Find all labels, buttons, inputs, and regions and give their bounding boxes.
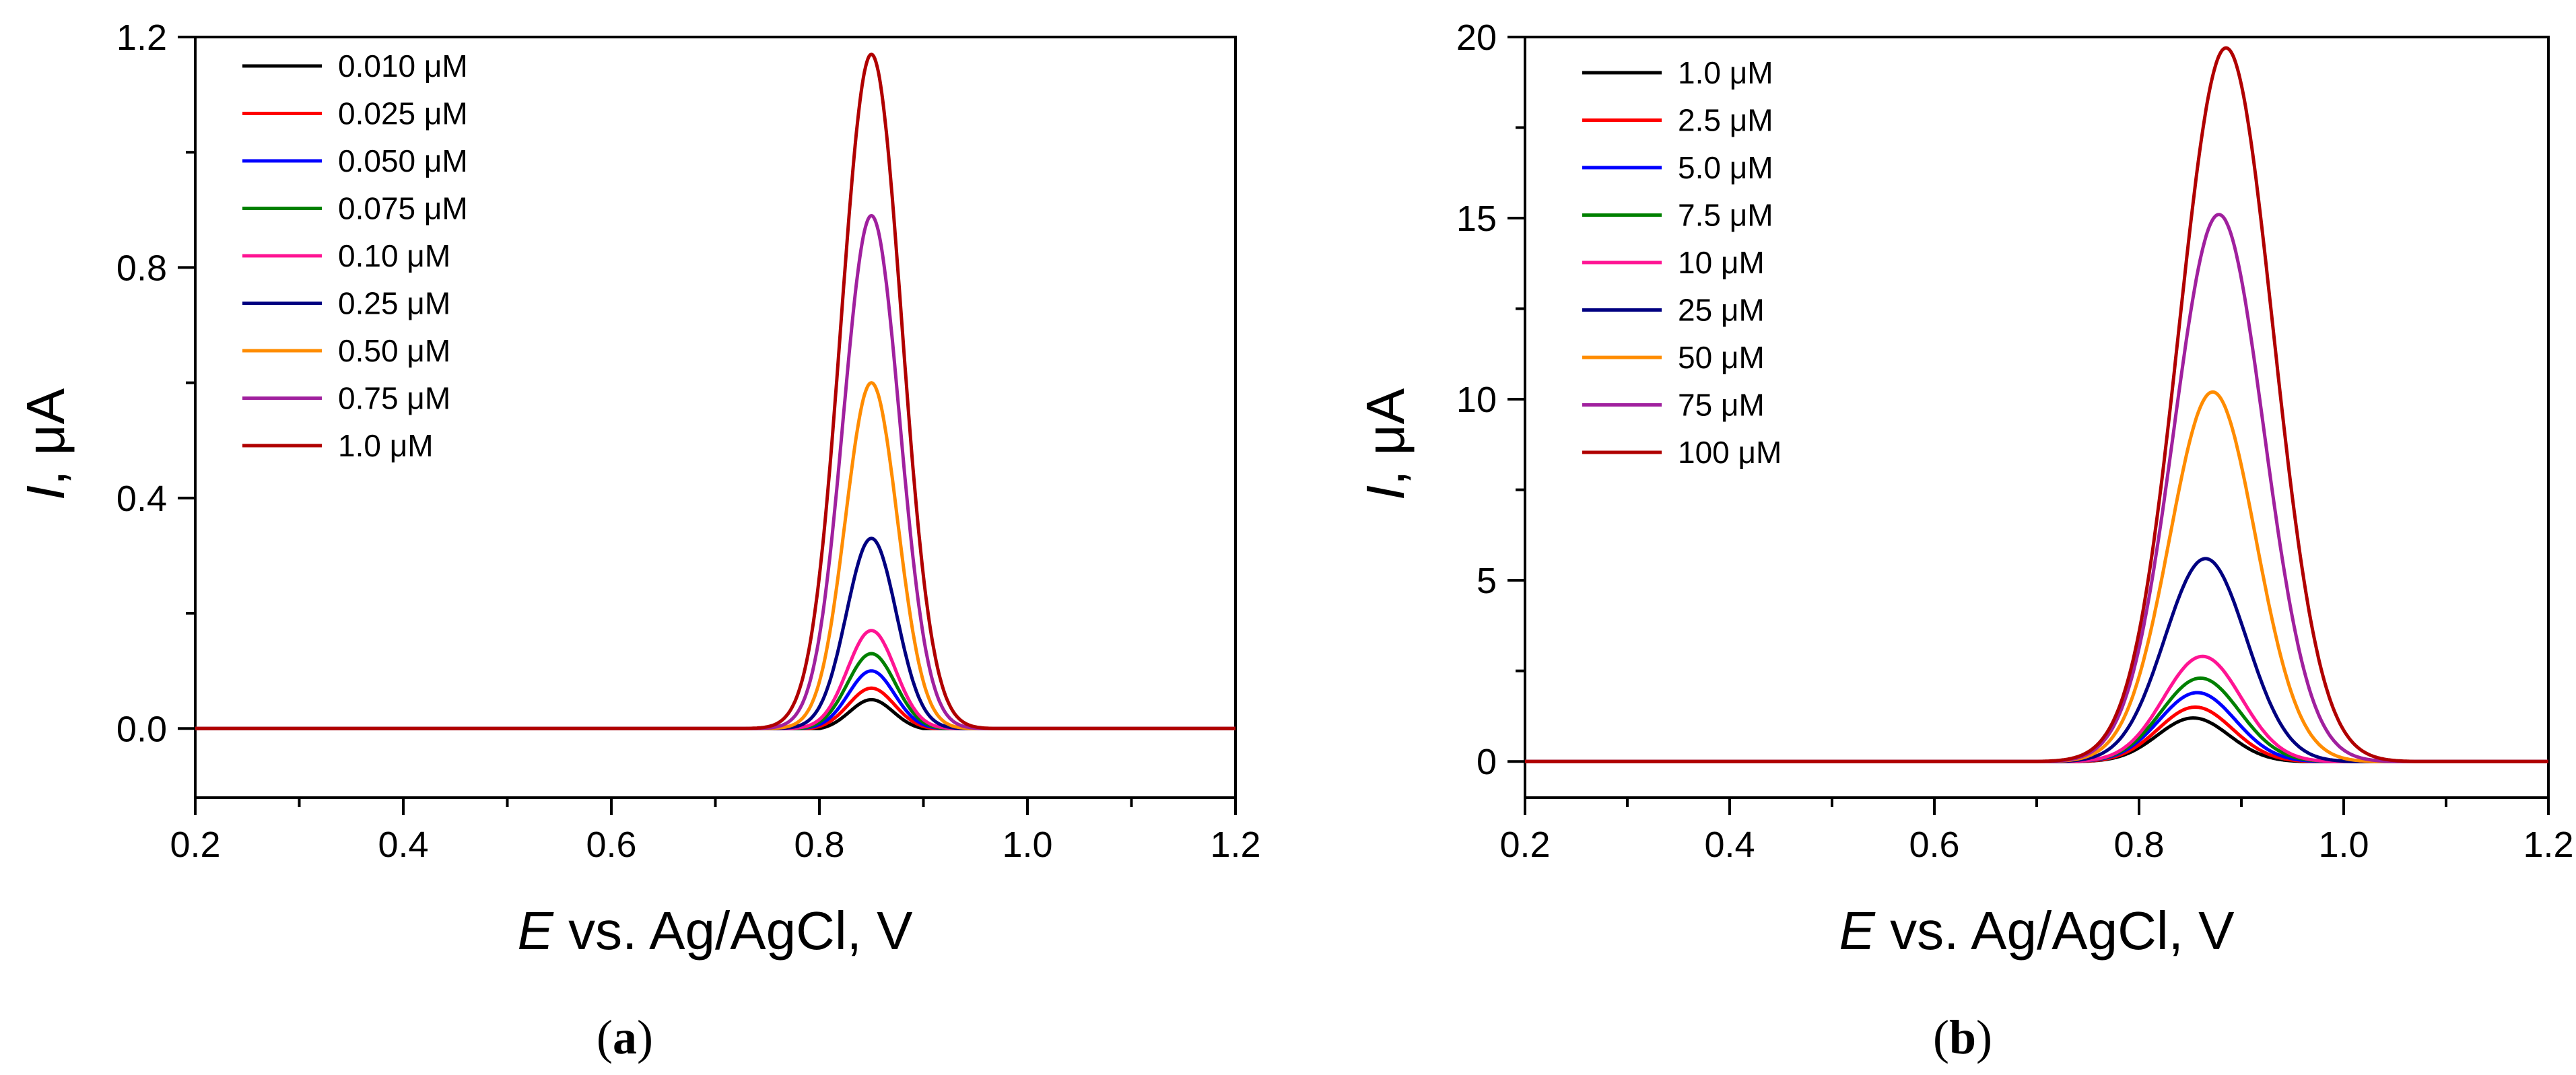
panel-a-x-tick-label: 0.8: [794, 825, 844, 865]
panel-a-x-tick-label: 1.2: [1210, 825, 1260, 865]
panel-a-legend-label: 0.25 μM: [338, 286, 450, 321]
panel-a-caption-open: (: [597, 1010, 613, 1064]
panel-b-x-tick-label: 0.8: [2113, 825, 2164, 865]
panel-b-chart: 0.2 0.4 0.6 0.8 1.0 1.2 0 5 10 15 20 1.0 μM 2.5 μM 5…: [1355, 18, 2574, 1064]
panel-b-caption: (b): [1933, 1010, 1992, 1064]
panel-a-caption-letter: a: [613, 1010, 637, 1064]
panel-a-x-axis-title-symbol: E: [518, 901, 555, 961]
panel-a-ticks: 0.2 0.4 0.6 0.8 1.0 1.2 0.0 0.4 0.8 1.2: [116, 18, 1261, 865]
panel-b-y-axis-title: I, μA: [1355, 388, 1415, 500]
panel-a-legend-label: 0.075 μM: [338, 191, 468, 226]
panel-b-x-axis-title: E vs. Ag/AgCl, V: [1839, 901, 2235, 961]
panel-b-x-tick-label: 1.2: [2523, 825, 2573, 865]
panel-b-legend: 1.0 μM 2.5 μM 5.0 μM 7.5 μM 10 μM 25 μM 50 μM 7…: [1582, 55, 1782, 470]
panel-a-caption-close: ): [637, 1010, 653, 1064]
panel-a-legend-label: 0.050 μM: [338, 143, 468, 178]
panel-b-y-tick-label: 20: [1456, 18, 1497, 58]
panel-a-x-tick-label: 1.0: [1002, 825, 1052, 865]
panel-a-legend: 0.010 μM 0.025 μM 0.050 μM 0.075 μM 0.10 μM 0…: [242, 48, 468, 463]
panel-b-legend-label: 100 μM: [1678, 435, 1782, 470]
panel-b-legend-label: 2.5 μM: [1678, 103, 1773, 138]
panel-a-y-axis-title-symbol: I: [15, 485, 75, 500]
panel-b-y-tick-label: 15: [1456, 199, 1497, 239]
panel-b-x-axis-title-text: vs. Ag/AgCl, V: [1875, 901, 2235, 961]
panel-b-caption-letter: b: [1949, 1010, 1976, 1064]
panel-a-x-tick-label: 0.4: [378, 825, 428, 865]
panel-b-legend-label: 25 μM: [1678, 293, 1765, 328]
panel-b-ticks: 0.2 0.4 0.6 0.8 1.0 1.2 0 5 10 15 20: [1456, 18, 2574, 865]
panel-a-chart: 0.2 0.4 0.6 0.8 1.0 1.20.00.40.81.2 0.010 μM0…: [15, 18, 1261, 1064]
panel-a-legend-label: 0.50 μM: [338, 333, 450, 368]
panel-a-x-axis-title-text: vs. Ag/AgCl, V: [553, 901, 913, 961]
panel-a-x-axis-title: E vs. Ag/AgCl, V: [518, 901, 914, 961]
panel-b-legend-label: 75 μM: [1678, 388, 1765, 423]
panel-a-curves: [195, 53, 1236, 730]
panel-b-legend-label: 10 μM: [1678, 245, 1765, 280]
panel-a-legend-label: 0.010 μM: [338, 48, 468, 83]
panel-a-legend-label: 0.10 μM: [338, 238, 450, 273]
panel-b-legend-label: 5.0 μM: [1678, 150, 1773, 185]
panel-a-y-tick-label: 0.0: [116, 709, 167, 749]
panel-b-y-tick-label: 10: [1456, 380, 1497, 420]
panel-b-legend-label: 7.5 μM: [1678, 198, 1773, 233]
panel-b-x-tick-label: 0.2: [1499, 825, 1550, 865]
panel-b-y-axis-title-text: , μA: [1355, 388, 1415, 485]
panel-b-series-line: [1524, 46, 2549, 763]
panel-a-y-tick-label: 0.4: [116, 479, 167, 519]
panel-b-x-tick-label: 0.6: [1909, 825, 1959, 865]
panel-a-series-line: [195, 53, 1236, 730]
panel-a-x-tick-label: 0.6: [586, 825, 636, 865]
panel-b-caption-open: (: [1933, 1010, 1949, 1064]
panel-a-legend-label: 0.75 μM: [338, 381, 450, 416]
panel-b-x-axis-title-symbol: E: [1839, 901, 1876, 961]
panel-b-y-axis-title-symbol: I: [1355, 485, 1415, 500]
panel-b-x-tick-label: 1.0: [2318, 825, 2369, 865]
panel-a-y-axis-title: I, μA: [15, 388, 75, 500]
panel-a-legend-label: 0.025 μM: [338, 96, 468, 131]
panel-a-y-tick-label: 0.8: [116, 248, 167, 288]
panel-b-y-tick-label: 0: [1477, 742, 1497, 782]
panel-b-curves: [1524, 46, 2549, 763]
panel-a-legend-label: 1.0 μM: [338, 428, 434, 463]
panel-a-y-axis-title-text: , μA: [15, 388, 75, 485]
panel-b-y-tick-label: 5: [1477, 561, 1497, 601]
panel-b-legend-label: 1.0 μM: [1678, 55, 1773, 90]
panel-a-y-tick-label: 1.2: [116, 18, 167, 58]
panel-a-caption: (a): [597, 1010, 653, 1064]
panel-a-x-tick-label: 0.2: [170, 825, 220, 865]
panel-b-legend-label: 50 μM: [1678, 340, 1765, 375]
panel-b-x-tick-label: 0.4: [1704, 825, 1755, 865]
panel-b-caption-close: ): [1976, 1010, 1992, 1064]
